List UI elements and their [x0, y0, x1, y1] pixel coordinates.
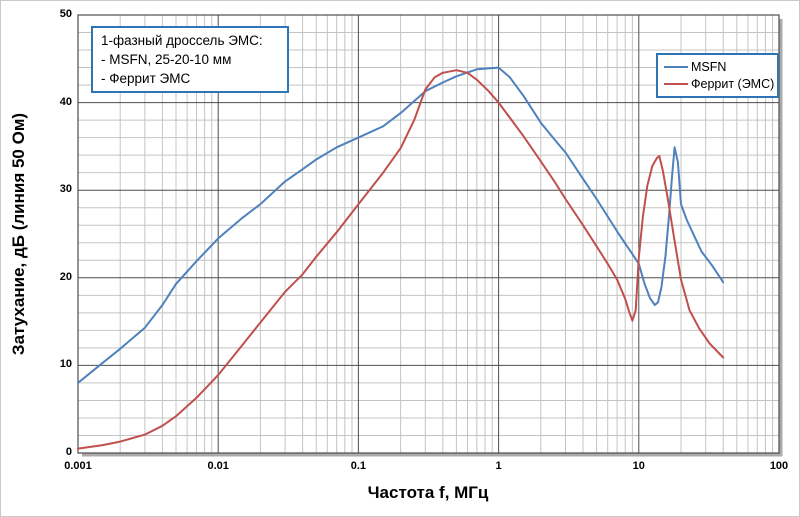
x-axis-title: Частота f, МГц	[367, 483, 489, 502]
series-line-msfn	[77, 66, 725, 384]
legend: MSFN Феррит (ЭМС)	[656, 53, 779, 98]
x-tick-label: 10	[632, 460, 645, 472]
x-tick-label: 0.1	[350, 460, 367, 472]
annotation-box: 1-фазный дроссель ЭМС: - MSFN, 25-20-10 …	[91, 26, 289, 93]
x-tick-label: 0.001	[64, 460, 92, 472]
y-tick-label: 20	[59, 270, 72, 283]
legend-line-sample-ferrite	[664, 83, 688, 86]
annotation-line: 1-фазный дроссель ЭМС:	[101, 33, 263, 48]
legend-item-msfn: MSFN	[664, 60, 771, 74]
y-tick-label: 10	[59, 358, 72, 371]
plot-border	[77, 14, 780, 454]
x-tick-label: 1	[495, 460, 502, 472]
annotation-line: - Феррит ЭМС	[101, 71, 191, 86]
legend-label-ferrite: Феррит (ЭМС)	[691, 77, 775, 92]
series-line-ferrite	[77, 69, 725, 450]
y-tick-label: 30	[59, 183, 72, 196]
y-tick-label: 40	[59, 95, 72, 108]
y-tick-label: 0	[65, 446, 72, 458]
legend-label-msfn: MSFN	[691, 59, 727, 74]
legend-line-sample-msfn	[664, 65, 688, 68]
annotation-line: - MSFN, 25-20-10 мм	[101, 52, 232, 67]
legend-item-ferrite: Феррит (ЭМС)	[664, 77, 775, 92]
y-tick-label: 50	[59, 8, 72, 20]
y-axis-title: Затухание, дБ (линия 50 Ом)	[9, 112, 28, 356]
x-tick-label: 100	[769, 460, 789, 472]
x-tick-label: 0.01	[207, 460, 229, 472]
